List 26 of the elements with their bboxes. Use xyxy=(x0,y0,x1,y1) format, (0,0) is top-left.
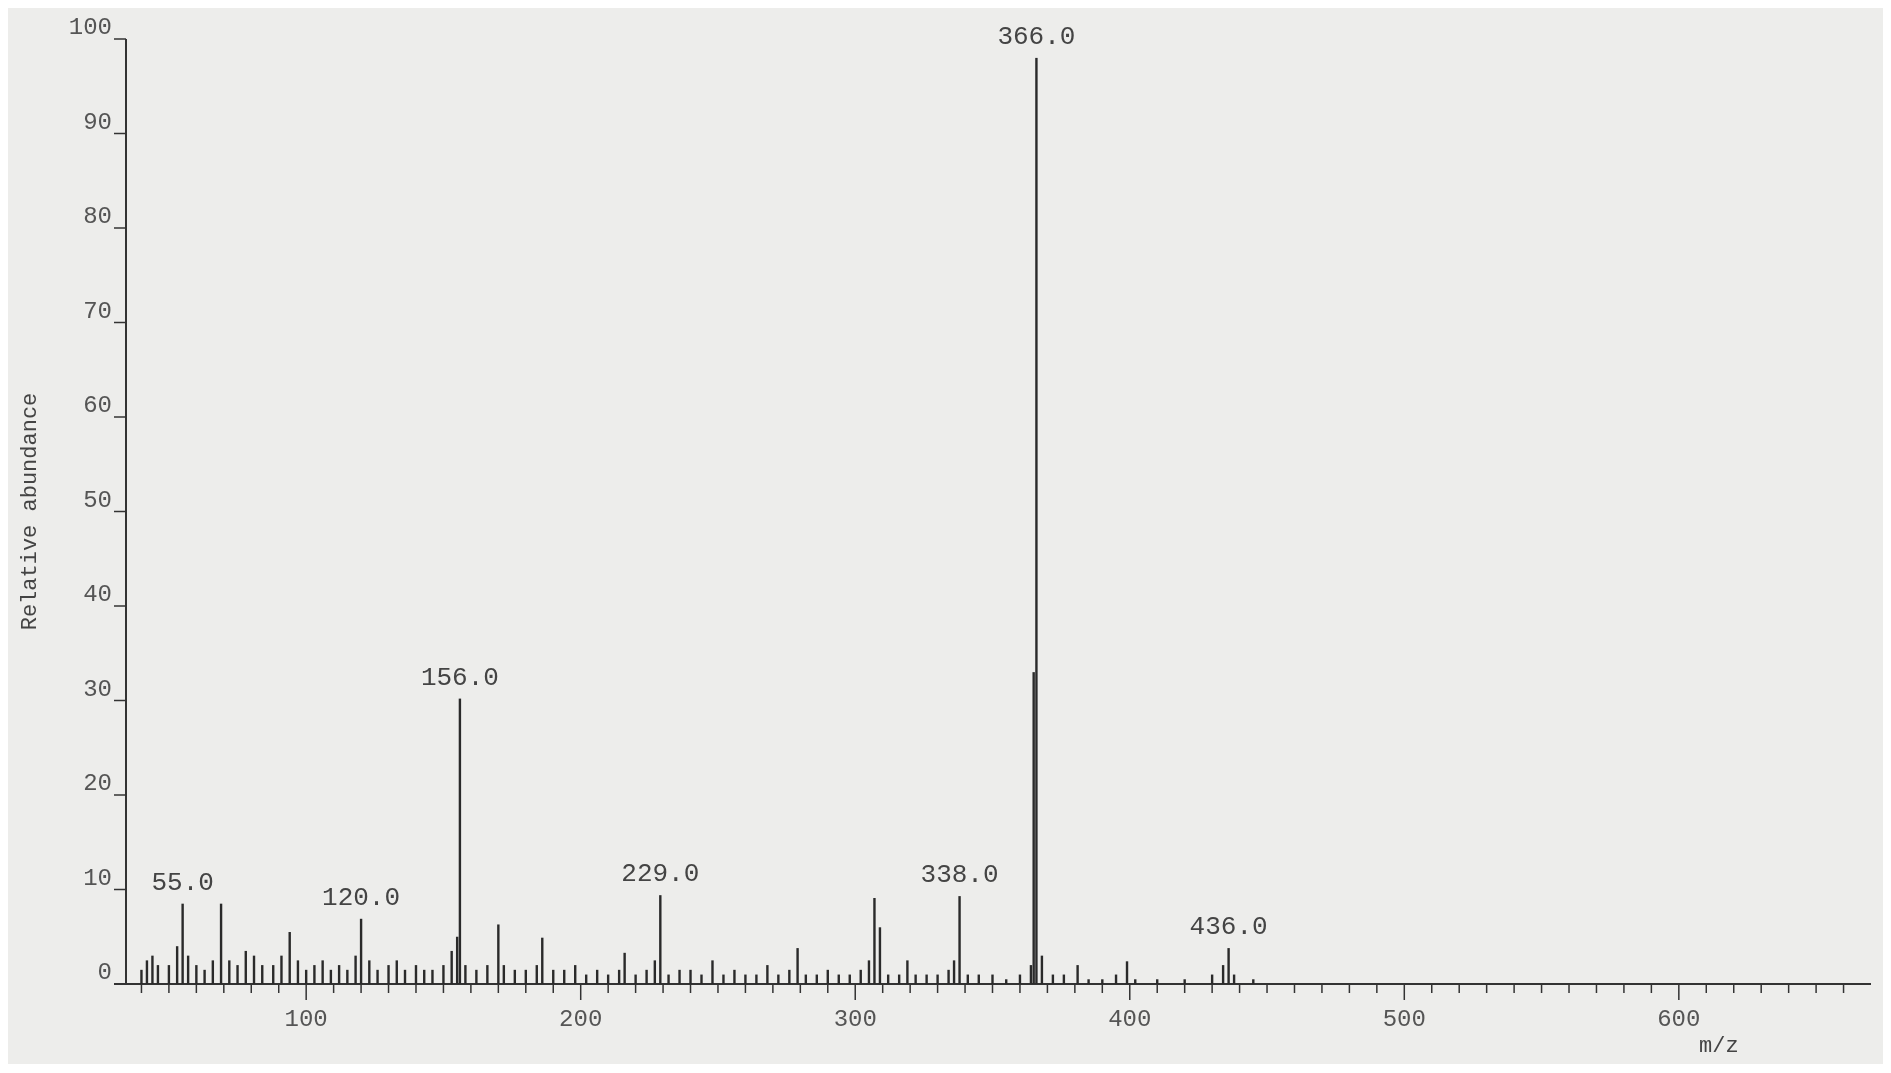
x-tick-label: 300 xyxy=(833,1006,877,1033)
x-tick-label: 500 xyxy=(1382,1006,1426,1033)
annotation: 366.0 xyxy=(997,21,1076,52)
y-tick-label: 90 xyxy=(83,108,112,136)
y-tick-label: 40 xyxy=(83,581,112,609)
y-tick-label: 100 xyxy=(68,14,112,42)
y-tick-label: 60 xyxy=(83,392,112,420)
y-tick-label: 80 xyxy=(83,203,112,231)
annotation: 156.0 xyxy=(420,662,499,693)
x-axis-title: m/z xyxy=(1699,1034,1739,1059)
annotation: 436.0 xyxy=(1189,912,1268,943)
x-tick-label: 200 xyxy=(559,1006,603,1033)
annotation: 338.0 xyxy=(920,860,999,891)
y-tick-label: 50 xyxy=(83,486,112,514)
y-tick-label: 0 xyxy=(97,959,112,987)
annotation: 120.0 xyxy=(322,882,401,913)
x-tick-label: 600 xyxy=(1657,1006,1701,1033)
x-tick-label: 400 xyxy=(1108,1006,1152,1033)
y-tick-label: 70 xyxy=(83,297,112,325)
x-tick-label: 100 xyxy=(284,1006,328,1033)
y-tick-label: 20 xyxy=(83,770,112,798)
y-axis-title: Relative abundance xyxy=(18,392,43,631)
y-tick-label: 10 xyxy=(83,864,112,892)
annotation: 229.0 xyxy=(621,859,700,890)
y-tick-label: 30 xyxy=(83,675,112,703)
annotation: 55.0 xyxy=(151,867,214,898)
